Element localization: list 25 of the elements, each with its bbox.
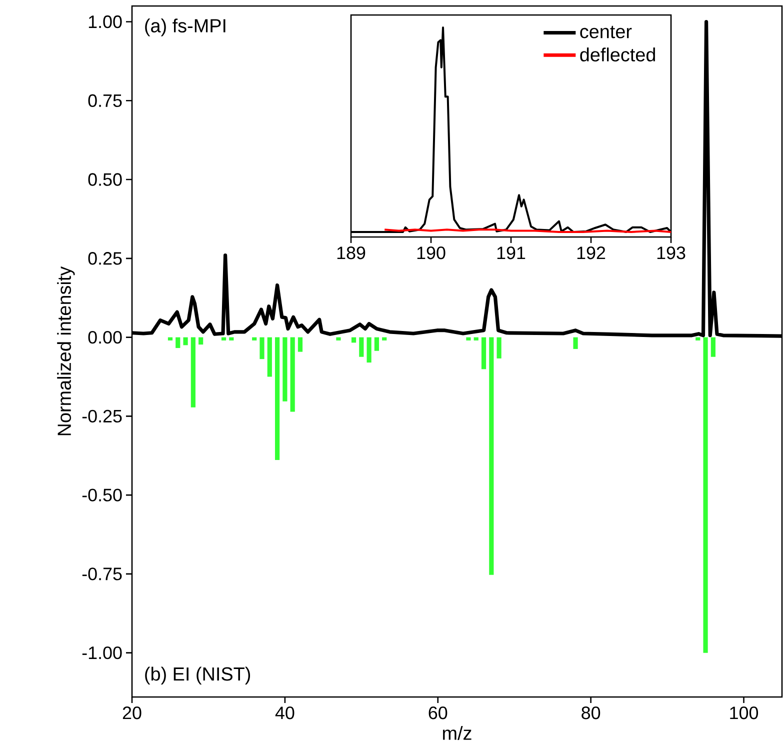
annotation: (b) EI (NIST) — [145, 666, 250, 684]
y-tick-label: -1.00 — [82, 646, 122, 660]
x-tick-label: 20 — [122, 706, 142, 720]
x-tick-label: 190 — [417, 246, 446, 260]
y-tick-label: 1.00 — [88, 15, 122, 28]
y-tick-label: -0.75 — [82, 568, 122, 580]
y-tick-label: 0.75 — [88, 94, 122, 107]
x-tick-label: 80 — [582, 706, 600, 720]
y-tick-label: -0.50 — [82, 488, 122, 502]
y-tick-label: 0.00 — [88, 330, 122, 344]
legend-label: center — [580, 26, 632, 38]
legend-label: deflected — [580, 48, 655, 62]
x-axis-title: m/z — [443, 726, 472, 740]
x-tick-label: 192 — [577, 246, 606, 260]
y-tick-label: 0.50 — [88, 173, 122, 186]
y-tick-label: -0.25 — [82, 410, 122, 423]
annotation: (a) fs-MPI — [145, 18, 226, 36]
x-tick-label: 40 — [275, 706, 294, 720]
y-axis-title: Normalized intensity — [57, 266, 75, 436]
y-tick-label: 0.25 — [88, 252, 122, 265]
x-tick-label: 193 — [657, 246, 686, 260]
x-tick-label: 189 — [337, 246, 366, 260]
x-tick-label: 60 — [428, 706, 448, 720]
x-tick-label: 100 — [730, 706, 758, 720]
x-tick-label: 191 — [497, 246, 526, 260]
